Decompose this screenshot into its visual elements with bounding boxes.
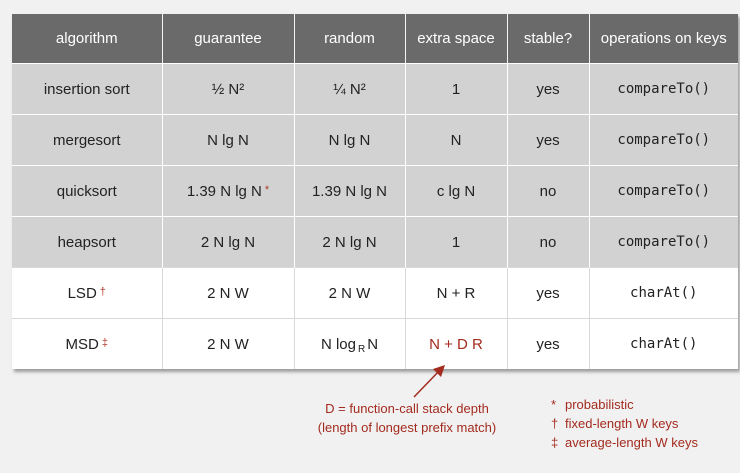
table-row: heapsort 2 N lg N 2 N lg N 1 no compareTo() xyxy=(12,216,738,268)
algorithm-cell: quicksort xyxy=(12,165,163,217)
random-value: 1.39 N lg N xyxy=(311,182,388,200)
operations-cell: charAt() xyxy=(589,267,738,319)
extra-space-cell: N + R xyxy=(405,267,508,319)
extra-space-cell: 1 xyxy=(405,63,508,115)
extra-space-cell: N + D R xyxy=(405,318,508,369)
random-cell: ¼ N² xyxy=(294,63,406,115)
algorithm-cell: mergesort xyxy=(12,114,163,166)
extra-space-cell: 1 xyxy=(405,216,508,268)
algorithm-name: heapsort xyxy=(57,233,116,251)
operations-cell: charAt() xyxy=(589,318,738,369)
footnote-fixed-length: † fixed-length W keys xyxy=(551,414,737,433)
sorting-comparison-table-container: algorithm guarantee random extra space s… xyxy=(12,14,738,369)
header-operations-on-keys: operations on keys xyxy=(589,14,738,64)
guarantee-cell: 1.39 N lg N * xyxy=(162,165,295,217)
random-value: ¼ N² xyxy=(333,80,366,98)
guarantee-cell: N lg N xyxy=(162,114,295,166)
operations-cell: compareTo() xyxy=(589,165,738,217)
header-stable: stable? xyxy=(507,14,590,64)
table-row: insertion sort ½ N² ¼ N² 1 yes compareTo() xyxy=(12,63,738,115)
algorithm-cell: insertion sort xyxy=(12,63,163,115)
footnote-mark: ‡ xyxy=(551,435,559,450)
extra-space-cell: c lg N xyxy=(405,165,508,217)
footnote-marker: ‡ xyxy=(101,336,108,349)
footnote-marker: † xyxy=(99,285,106,298)
random-cell: 2 N lg N xyxy=(294,216,406,268)
footnotes: * probabilistic † fixed-length W keys ‡ ave… xyxy=(551,395,737,452)
table-body: insertion sort ½ N² ¼ N² 1 yes compareTo() mer… xyxy=(12,63,738,369)
random-cell: N lg N xyxy=(294,114,406,166)
footnote-text: fixed-length W keys xyxy=(565,416,679,431)
random-value-tail: N xyxy=(367,335,379,353)
algorithm-name: quicksort xyxy=(56,182,117,200)
stable-cell: yes xyxy=(507,63,590,115)
guarantee-value: 2 N lg N xyxy=(200,233,256,251)
algorithm-name: mergesort xyxy=(52,131,121,149)
algorithm-cell: MSD ‡ xyxy=(12,318,163,369)
algorithm-name: LSD xyxy=(67,284,97,302)
header-row: algorithm guarantee random extra space s… xyxy=(12,14,738,64)
extra-space-cell: N xyxy=(405,114,508,166)
stable-cell: no xyxy=(507,216,590,268)
guarantee-value: 2 N W xyxy=(207,284,249,302)
random-value: N lg N xyxy=(328,131,371,149)
algorithm-cell: LSD † xyxy=(12,267,163,319)
guarantee-cell: 2 N W xyxy=(162,267,295,319)
footnote-mark: * xyxy=(551,397,557,412)
header-random: random xyxy=(294,14,406,64)
header-guarantee: guarantee xyxy=(162,14,295,64)
random-cell: 1.39 N lg N xyxy=(294,165,406,217)
footnote-probabilistic: * probabilistic xyxy=(551,395,737,414)
stable-cell: yes xyxy=(507,267,590,319)
stable-cell: yes xyxy=(507,318,590,369)
guarantee-cell: ½ N² xyxy=(162,63,295,115)
guarantee-value: 1.39 N lg N xyxy=(186,182,262,200)
header-extra-space: extra space xyxy=(405,14,508,64)
random-cell: 2 N W xyxy=(294,267,406,319)
stable-cell: no xyxy=(507,165,590,217)
random-cell: N log R N xyxy=(294,318,406,369)
footnote-mark: † xyxy=(551,416,559,431)
footnote-text: probabilistic xyxy=(565,397,634,412)
guarantee-cell: 2 N W xyxy=(162,318,295,369)
annotation-line-2: (length of longest prefix match) xyxy=(317,420,497,435)
footnote-average-length: ‡ average-length W keys xyxy=(551,433,737,452)
random-value: 2 N lg N xyxy=(322,233,377,251)
random-value-base: N log xyxy=(320,335,356,353)
algorithm-name: insertion sort xyxy=(43,80,130,98)
algorithm-cell: heapsort xyxy=(12,216,163,268)
extra-space-annotation: D = function-call stack depth (length of… xyxy=(300,399,514,437)
stable-cell: yes xyxy=(507,114,590,166)
guarantee-cell: 2 N lg N xyxy=(162,216,295,268)
operations-cell: compareTo() xyxy=(589,216,738,268)
random-value-subscript: R xyxy=(357,343,366,355)
sorting-comparison-table: algorithm guarantee random extra space s… xyxy=(12,14,738,369)
annotation-line-1: D = function-call stack depth xyxy=(325,401,489,416)
header-algorithm: algorithm xyxy=(12,14,163,64)
guarantee-value: N lg N xyxy=(207,131,249,149)
arrow-shaft xyxy=(413,368,442,398)
operations-cell: compareTo() xyxy=(589,114,738,166)
algorithm-name: MSD xyxy=(65,335,99,353)
footnote-marker: * xyxy=(264,183,270,196)
guarantee-value: ½ N² xyxy=(211,80,245,98)
random-value: 2 N W xyxy=(328,284,371,302)
footnote-text: average-length W keys xyxy=(565,435,698,450)
guarantee-value: 2 N W xyxy=(207,335,249,353)
operations-cell: compareTo() xyxy=(589,63,738,115)
